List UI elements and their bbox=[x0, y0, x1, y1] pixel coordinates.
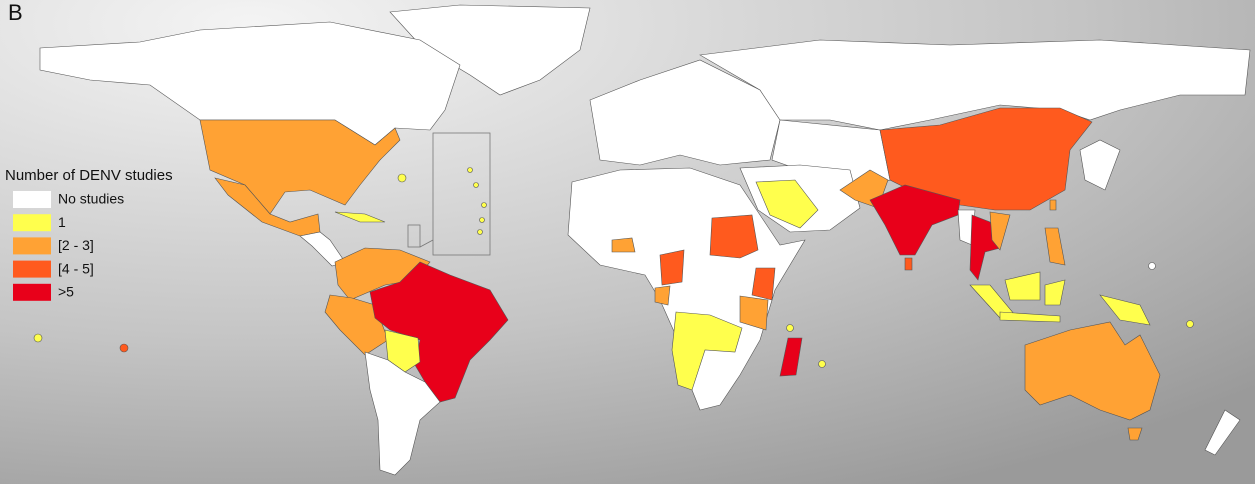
canada bbox=[39, 21, 461, 146]
cuba bbox=[334, 211, 386, 223]
inset-island bbox=[477, 229, 483, 235]
southern-cone bbox=[364, 351, 441, 476]
taiwan bbox=[1049, 199, 1057, 211]
legend-label: >5 bbox=[58, 284, 74, 300]
island bbox=[818, 360, 826, 368]
tanzania bbox=[739, 295, 769, 331]
indonesia-east bbox=[1044, 279, 1066, 306]
legend-label: [4 - 5] bbox=[58, 260, 94, 276]
legend-swatch bbox=[13, 260, 51, 278]
legend-swatch bbox=[13, 237, 51, 255]
panel-label: B bbox=[8, 0, 23, 25]
island bbox=[1186, 320, 1194, 328]
philippines bbox=[1044, 227, 1066, 266]
inset-island bbox=[479, 217, 485, 223]
sri-lanka bbox=[904, 257, 913, 271]
inset-source bbox=[407, 224, 421, 248]
legend-swatch bbox=[13, 283, 51, 301]
sudan bbox=[709, 214, 759, 259]
inset-island bbox=[467, 167, 473, 173]
new-guinea bbox=[1099, 294, 1151, 326]
inset-island bbox=[473, 182, 479, 188]
japan-korea bbox=[1079, 139, 1121, 191]
india bbox=[869, 184, 961, 256]
legend-label: [2 - 3] bbox=[58, 237, 94, 253]
inset-island bbox=[481, 202, 487, 208]
saudi-arabia bbox=[755, 179, 819, 229]
legend-swatch bbox=[13, 214, 51, 232]
legend: Number of DENV studies No studies 1 [2 - 3… bbox=[5, 167, 173, 301]
legend-swatch bbox=[13, 191, 51, 208]
island bbox=[119, 343, 129, 353]
island bbox=[33, 333, 43, 343]
bolivia bbox=[384, 329, 421, 373]
legend-title: Number of DENV studies bbox=[5, 167, 173, 184]
inset-connector bbox=[419, 239, 434, 248]
russia bbox=[699, 39, 1251, 131]
vietnam bbox=[989, 211, 1011, 251]
europe bbox=[589, 59, 781, 166]
inset bbox=[407, 132, 491, 256]
gabon bbox=[654, 285, 671, 306]
peru-ecuador bbox=[324, 294, 389, 356]
island bbox=[1148, 262, 1156, 270]
tasmania bbox=[1127, 427, 1143, 441]
indonesia-borneo bbox=[1004, 271, 1041, 301]
nigeria bbox=[659, 249, 685, 286]
indonesia-java bbox=[999, 311, 1061, 323]
island bbox=[397, 173, 407, 183]
island bbox=[786, 324, 794, 332]
new-zealand bbox=[1204, 409, 1241, 456]
burkina-faso bbox=[611, 237, 636, 253]
legend-label: 1 bbox=[58, 214, 66, 230]
countries bbox=[33, 4, 1251, 476]
angola-zambia bbox=[671, 311, 743, 391]
mexico bbox=[214, 177, 321, 237]
legend-label: No studies bbox=[58, 191, 124, 207]
inset-frame bbox=[432, 132, 491, 256]
kenya bbox=[751, 267, 776, 301]
australia bbox=[1024, 321, 1161, 421]
madagascar bbox=[779, 337, 803, 377]
